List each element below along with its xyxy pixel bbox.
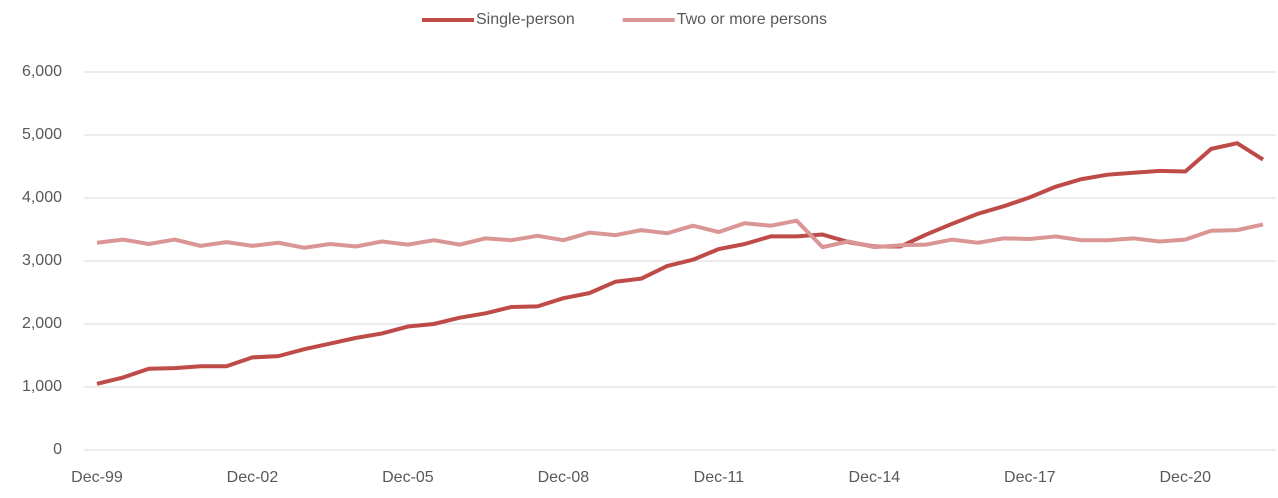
series-line <box>96 141 1265 386</box>
x-tick-label: Dec-20 <box>1160 469 1212 486</box>
x-tick-label: Dec-08 <box>538 469 590 486</box>
x-tick-label: Dec-05 <box>382 469 434 486</box>
y-tick-label: 3,000 <box>22 252 62 269</box>
x-tick-label: Dec-17 <box>1004 469 1056 486</box>
x-tick-label: Dec-14 <box>849 469 901 486</box>
y-tick-label: 1,000 <box>22 378 62 395</box>
x-tick-label: Dec-02 <box>227 469 279 486</box>
y-tick-label: 2,000 <box>22 315 62 332</box>
y-tick-label: 0 <box>53 441 62 458</box>
legend-label: Two or more persons <box>677 11 827 28</box>
series-line <box>96 218 1264 250</box>
y-tick-label: 4,000 <box>22 189 62 206</box>
legend-label: Single-person <box>476 11 575 28</box>
y-tick-label: 5,000 <box>22 126 62 143</box>
x-tick-label: Dec-99 <box>71 469 123 486</box>
x-tick-label: Dec-11 <box>694 469 744 486</box>
y-tick-label: 6,000 <box>22 63 62 80</box>
